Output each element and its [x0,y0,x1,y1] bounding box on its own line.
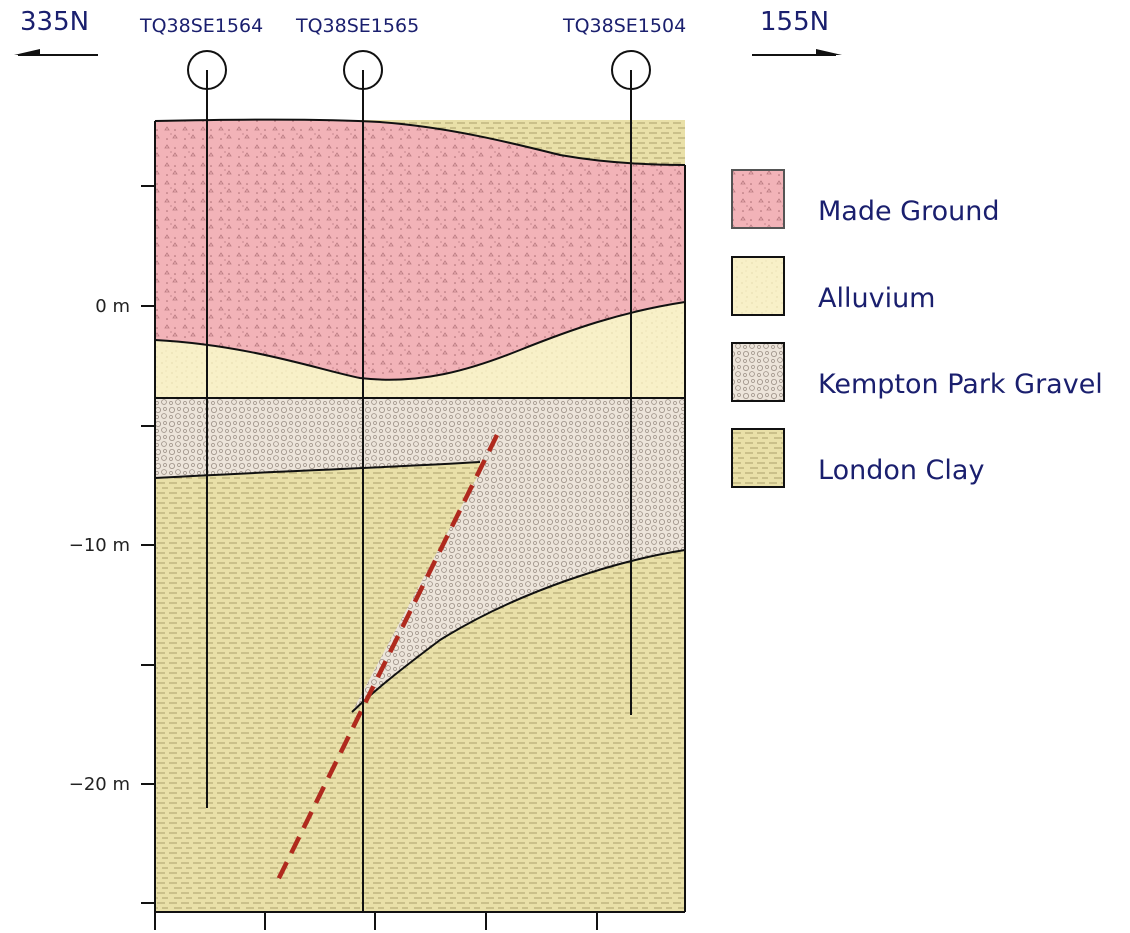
layer-made-ground [155,119,685,380]
direction-right-label: 155N [760,7,829,37]
borehole-label: TQ38SE1565 [295,15,419,37]
legend-label-alluvium: Alluvium [818,283,935,314]
arrow-left-icon [14,49,98,56]
depth-label: −10 m [69,535,130,556]
legend-swatch-alluvium [731,256,785,316]
legend-label-made-ground: Made Ground [818,196,1000,227]
legend-swatch-london-clay [731,428,785,488]
layer-kempton-park-gravel [155,398,685,712]
depth-label: 0 m [95,296,130,317]
layer-alluvium [155,302,685,398]
depth-axis [141,185,155,904]
legend-label-kempton-park-gravel: Kempton Park Gravel [818,369,1103,400]
arrow-right-icon [752,49,842,56]
borehole-tq38se1504 [611,50,651,715]
legend-swatch-made-ground [731,169,785,229]
borehole-label: TQ38SE1504 [562,15,686,37]
depth-label: −20 m [69,774,130,795]
layer-boundaries [154,118,686,913]
distance-scale [154,912,598,930]
borehole-tq38se1565 [343,50,383,912]
legend: Made Ground Alluvium Kempton Park Gravel… [731,169,1103,488]
legend-label-london-clay: London Clay [818,455,984,486]
borehole-tq38se1564 [187,50,227,808]
legend-swatch-kempton-park-gravel [731,342,785,402]
borehole-label: TQ38SE1564 [139,15,263,37]
direction-left-label: 335N [20,7,89,37]
